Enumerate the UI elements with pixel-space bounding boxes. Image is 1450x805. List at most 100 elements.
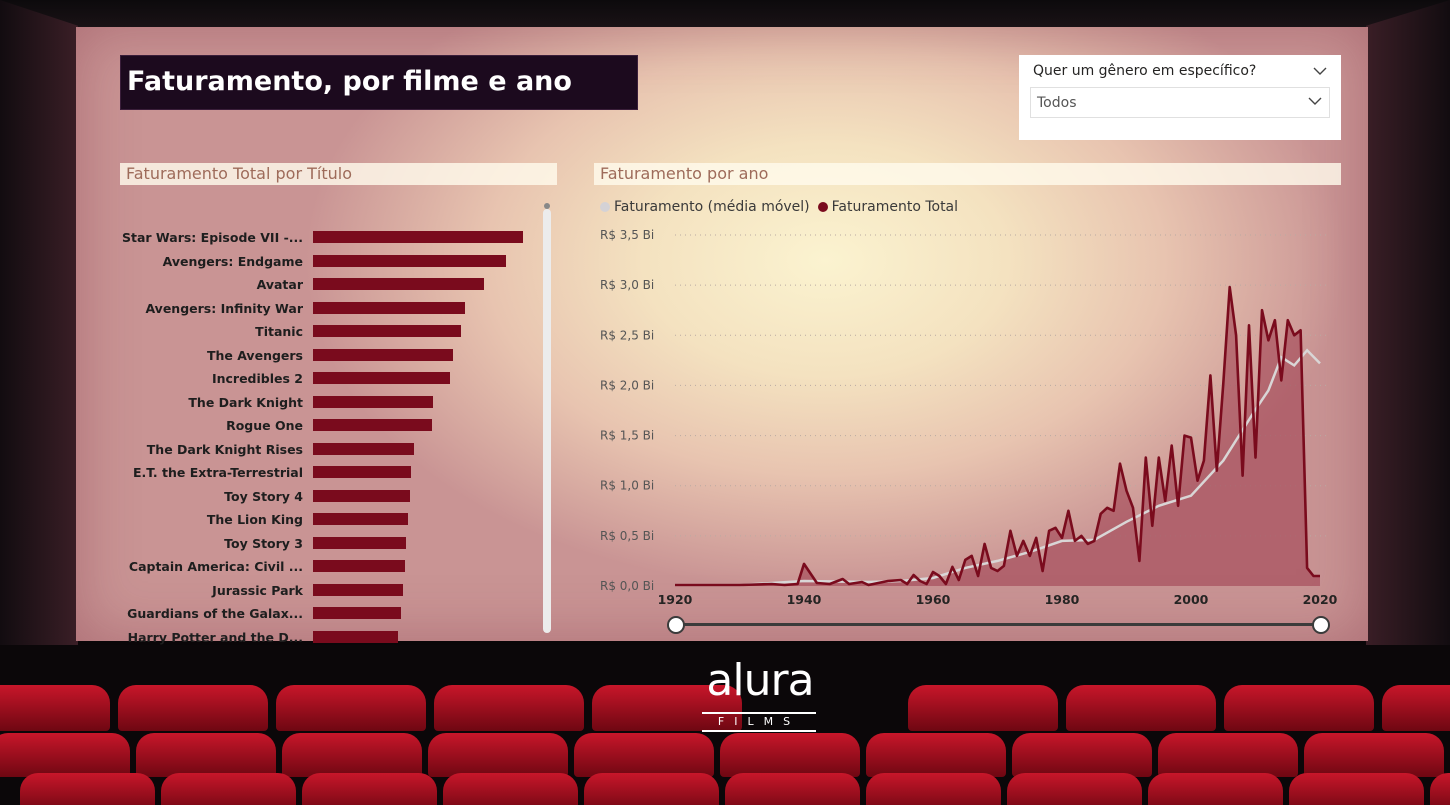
y-tick-label: R$ 2,0 Bi <box>600 378 654 392</box>
legend-label: Faturamento Total <box>831 199 959 215</box>
seat <box>434 685 584 731</box>
bar[interactable] <box>313 231 523 243</box>
line-chart-title-box: Faturamento por ano <box>594 163 1341 185</box>
line-chart-legend: Faturamento (média móvel) Faturamento Tot… <box>600 199 966 219</box>
seat <box>1066 685 1216 731</box>
total-line <box>675 285 1320 587</box>
bar-label: Captain America: Civil ... <box>128 559 303 574</box>
bar[interactable] <box>313 583 404 596</box>
bar-chart-scrollbar[interactable] <box>543 209 551 633</box>
seat <box>0 733 130 777</box>
logo-subtitle: FILMS <box>702 712 816 732</box>
seat <box>118 685 268 731</box>
y-tick-label: R$ 3,5 Bi <box>600 228 654 242</box>
bar-label: The Dark Knight <box>188 394 303 410</box>
x-tick-label: 2000 <box>1174 592 1209 607</box>
chevron-down-icon[interactable] <box>1308 97 1322 106</box>
seat <box>866 773 1001 805</box>
genre-filter[interactable]: Quer um gênero em específico? Todos <box>1019 55 1341 140</box>
bar-label: Incredibles 2 <box>211 371 303 386</box>
bar-label: E.T. the Extra-Terrestrial <box>133 465 303 480</box>
bar-label: The Avengers <box>206 347 303 363</box>
seat <box>1148 773 1283 805</box>
page-title: Faturamento, por filme e ano <box>127 66 572 97</box>
bar-label: Avengers: Endgame <box>162 253 303 269</box>
seat <box>161 773 296 805</box>
bar[interactable] <box>313 513 408 525</box>
scrollbar-thumb[interactable] <box>544 203 550 209</box>
line-chart: R$ 0,0 Bi R$ 0,5 Bi R$ 1,0 Bi R$ 1,5 Bi R$ 2… <box>600 228 1338 607</box>
x-tick-label: 1940 <box>787 592 822 607</box>
seat <box>302 773 437 805</box>
bar[interactable] <box>313 395 434 408</box>
seat <box>1224 685 1374 731</box>
line-chart-title: Faturamento por ano <box>600 164 769 183</box>
bar[interactable] <box>313 419 433 431</box>
seat <box>443 773 578 805</box>
seat <box>592 685 742 731</box>
seat <box>282 733 422 777</box>
bar[interactable] <box>313 489 411 502</box>
bar[interactable] <box>313 630 399 643</box>
seat <box>908 685 1058 731</box>
bar-label: Avatar <box>256 277 303 292</box>
year-slider-start-handle[interactable] <box>667 616 685 634</box>
genre-select[interactable]: Todos <box>1030 87 1330 118</box>
genre-select-value: Todos <box>1037 95 1077 111</box>
bar-label: The Dark Knight Rises <box>146 441 303 457</box>
x-tick-label: 1920 <box>658 592 693 607</box>
year-slider-track[interactable] <box>674 623 1321 626</box>
bar[interactable] <box>313 301 466 314</box>
bar[interactable] <box>313 348 453 361</box>
ceiling <box>0 0 1450 28</box>
bar-label: Toy Story 4 <box>224 488 303 504</box>
bar[interactable] <box>313 278 484 290</box>
bar-label: Guardians of the Galax... <box>127 606 303 621</box>
bar-label: Star Wars: Episode VII -... <box>122 230 303 245</box>
seat <box>276 685 426 731</box>
area-fill <box>675 287 1320 586</box>
seat <box>0 685 110 731</box>
bar-label: Jurassic Park <box>212 582 303 598</box>
bar[interactable] <box>313 607 401 619</box>
legend-label: Faturamento (média móvel) <box>614 199 810 215</box>
bar-label: Harry Potter and the D... <box>127 629 303 645</box>
x-tick-label: 1960 <box>916 592 951 607</box>
theater-wall-right <box>1366 0 1450 645</box>
bar[interactable] <box>313 536 407 549</box>
seat <box>866 733 1006 777</box>
bar[interactable] <box>313 372 450 384</box>
bar-chart: Star Wars: Episode VII -... Avengers: End… <box>120 203 560 645</box>
bar-label: The Lion King <box>206 512 303 527</box>
page-title-box: Faturamento, por filme e ano <box>120 55 638 110</box>
dashboard-canvas: Faturamento, por filme e ano Quer um gên… <box>76 27 1368 645</box>
bar[interactable] <box>313 254 506 267</box>
seat <box>1430 773 1450 805</box>
seat <box>584 773 719 805</box>
theater-seats <box>0 645 1450 805</box>
bar[interactable] <box>313 325 461 337</box>
seat <box>136 733 276 777</box>
seat <box>428 733 568 777</box>
legend-item-moving-average[interactable]: Faturamento (média móvel) <box>600 199 810 215</box>
seat <box>1289 773 1424 805</box>
bar[interactable] <box>313 560 405 572</box>
y-tick-label: R$ 2,5 Bi <box>600 328 654 342</box>
y-tick-label: R$ 1,5 Bi <box>600 429 654 443</box>
x-tick-label: 1980 <box>1045 592 1080 607</box>
year-slider-end-handle[interactable] <box>1312 616 1330 634</box>
bar-chart-title: Faturamento Total por Título <box>126 164 352 183</box>
bar-label: Titanic <box>255 324 303 339</box>
bar[interactable] <box>313 466 411 478</box>
y-tick-label: R$ 3,0 Bi <box>600 278 654 292</box>
bar-chart-title-box: Faturamento Total por Título <box>120 163 557 185</box>
seat <box>1012 733 1152 777</box>
bar[interactable] <box>313 442 414 455</box>
chevron-down-icon[interactable] <box>1313 67 1327 76</box>
y-tick-label: R$ 0,0 Bi <box>600 579 654 593</box>
seat <box>725 773 860 805</box>
legend-item-total[interactable]: Faturamento Total <box>817 199 959 215</box>
seat <box>1007 773 1142 805</box>
seat <box>20 773 155 805</box>
bar-label: Toy Story 3 <box>224 535 303 551</box>
